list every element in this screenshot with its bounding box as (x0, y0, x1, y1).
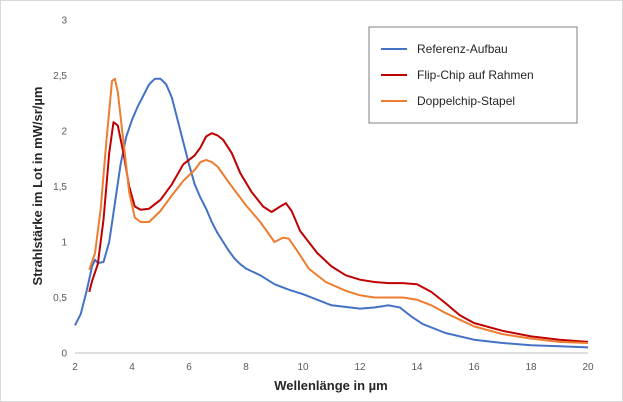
y-tick-label: 1,5 (53, 182, 67, 193)
x-tick-label: 8 (243, 362, 249, 373)
x-tick-label: 20 (582, 362, 594, 373)
x-tick-label: 2 (72, 362, 78, 373)
x-tick-label: 10 (297, 362, 309, 373)
legend-label-3: Doppelchip-Stapel (417, 94, 515, 108)
series-line-3 (88, 77, 589, 344)
y-tick-label: 2,5 (53, 71, 67, 82)
axes-layer: 2 4 6 8 10 12 14 16 18 20 0 0,5 1 1,5 2 2,5 3 (53, 16, 594, 374)
y-tick-label: 3 (61, 16, 67, 27)
y-tick-label: 0 (61, 349, 67, 360)
x-axis-title: Wellenlänge in µm (274, 378, 387, 393)
x-tick-label: 18 (525, 362, 537, 373)
legend-label-1: Referenz-Aufbau (417, 42, 508, 56)
y-tick-label: 0,5 (53, 293, 67, 304)
y-axis-title: Strahlstärke im Lot in mW/sr/µm (30, 87, 45, 286)
series-line-1 (74, 77, 589, 349)
y-tick-label: 2 (61, 127, 67, 138)
y-tick-label: 1 (61, 238, 67, 249)
x-tick-label: 14 (411, 362, 423, 373)
legend-label-2: Flip-Chip auf Rahmen (417, 68, 534, 82)
x-tick-label: 4 (129, 362, 135, 373)
x-tick-label: 6 (186, 362, 192, 373)
series-layer (74, 77, 589, 349)
x-tick-label: 16 (468, 362, 480, 373)
legend: Referenz-Aufbau Flip-Chip auf Rahmen Doppe… (368, 26, 578, 124)
series-line-2 (88, 121, 589, 343)
x-tick-label: 12 (354, 362, 366, 373)
